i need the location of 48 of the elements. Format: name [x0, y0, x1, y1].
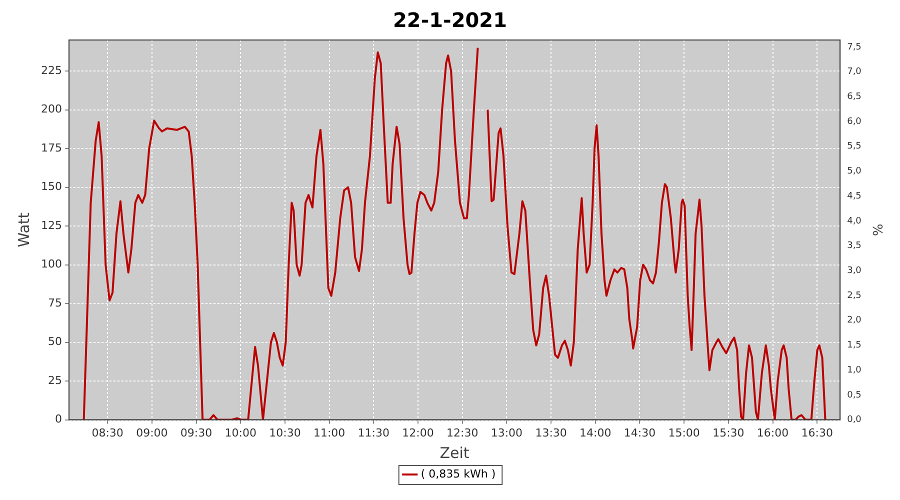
x-axis-title: Zeit	[440, 444, 470, 462]
x-tick-label: 14:00	[580, 426, 612, 440]
y2-tick-label: 5,5	[847, 142, 862, 152]
x-tick-label: 10:00	[224, 426, 256, 440]
y2-tick-label: 3,5	[847, 241, 862, 252]
y-axis-title: Watt	[14, 212, 33, 248]
y2-tick-label: 1,5	[847, 340, 862, 351]
x-tick-label: 15:00	[668, 426, 700, 440]
y2-tick-label: 3,0	[847, 266, 862, 276]
x-tick-label: 09:00	[136, 426, 168, 440]
legend-label: ( 0,835 kWh )	[420, 467, 496, 480]
x-tick-label: 15:30	[712, 426, 744, 440]
x-tick-label: 13:00	[490, 426, 523, 440]
x-tick-label: 10:30	[269, 426, 301, 440]
y-tick-label: 225	[40, 64, 62, 77]
x-tick-label: 16:30	[801, 426, 833, 440]
chart-title: 22-1-2021	[392, 8, 508, 32]
x-tick-label: 11:30	[358, 426, 390, 440]
x-tick-label: 16:00	[756, 426, 789, 440]
x-tick-label: 12:00	[402, 426, 434, 440]
y-tick-label: 25	[48, 374, 62, 387]
y-tick-label: 75	[48, 296, 62, 310]
y2-tick-label: 7,0	[847, 67, 862, 78]
x-tick-label: 08:30	[92, 426, 124, 440]
x-tick-label: 14:30	[624, 426, 656, 440]
y2-tick-label: 6,0	[847, 116, 862, 127]
y-tick-label: 175	[40, 141, 62, 154]
y2-tick-label: 2,5	[847, 290, 862, 301]
x-tick-label: 11:00	[313, 426, 346, 440]
y2-tick-label: 1,0	[847, 365, 862, 376]
y2-tick-label: 0,0	[847, 415, 862, 426]
y-tick-label: 125	[40, 218, 62, 232]
y-tick-label: 50	[48, 335, 62, 348]
y2-tick-label: 5,0	[847, 166, 862, 177]
y2-tick-label: 2,0	[847, 316, 862, 326]
x-tick-label: 09:30	[180, 426, 212, 440]
y-tick-label: 0	[54, 412, 62, 426]
y2-tick-label: 7,5	[847, 42, 862, 52]
y2-tick-label: 0,5	[847, 390, 862, 400]
y2-tick-label: 6,5	[847, 92, 862, 102]
x-tick-label: 12:30	[446, 426, 478, 440]
y-tick-label: 200	[40, 102, 62, 116]
x-tick-label: 13:30	[535, 426, 567, 440]
y-tick-label: 100	[40, 258, 62, 271]
y2-axis-title: %	[868, 224, 884, 236]
y2-tick-label: 4,5	[847, 191, 862, 202]
y-tick-label: 150	[40, 180, 62, 194]
y2-tick-label: 4,0	[847, 216, 862, 226]
